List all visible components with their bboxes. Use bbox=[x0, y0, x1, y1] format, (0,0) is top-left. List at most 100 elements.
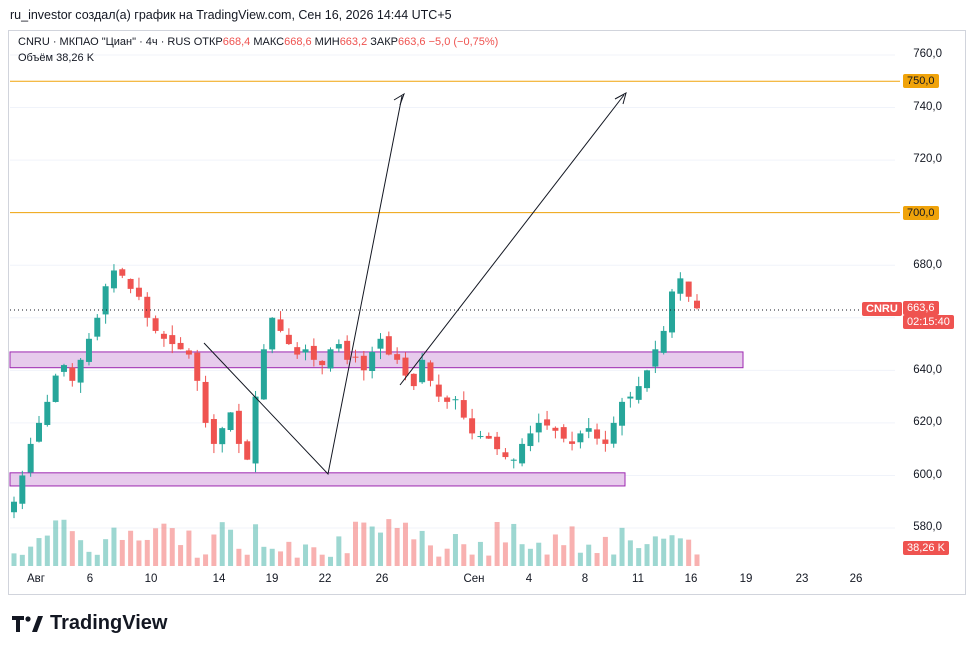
time-tick: 22 bbox=[318, 573, 332, 585]
candle-body bbox=[335, 344, 342, 349]
volume-bar bbox=[419, 530, 425, 566]
candle-body bbox=[535, 422, 542, 433]
candle-body bbox=[77, 359, 84, 383]
candle-body bbox=[569, 441, 576, 444]
volume-bar bbox=[69, 531, 75, 566]
candle-body bbox=[94, 317, 101, 337]
last-price-badge: 663,6 bbox=[903, 301, 939, 315]
volume-bar bbox=[28, 546, 34, 566]
candle-body bbox=[377, 338, 384, 349]
candle-body bbox=[127, 278, 134, 289]
volume-bar bbox=[494, 521, 500, 566]
candle-body bbox=[244, 441, 251, 460]
candle-body bbox=[52, 375, 59, 402]
volume-bar bbox=[236, 548, 242, 566]
candle-body bbox=[460, 400, 467, 418]
volume-bar bbox=[128, 530, 134, 566]
time-tick: 6 bbox=[86, 573, 94, 585]
candle-body bbox=[560, 427, 567, 439]
volume-bar bbox=[394, 527, 400, 566]
time-tick: 10 bbox=[144, 573, 158, 585]
chart-frame[interactable] bbox=[8, 30, 966, 595]
volume-bar bbox=[86, 551, 92, 566]
volume-bar bbox=[119, 539, 125, 566]
volume-bar bbox=[211, 534, 217, 566]
time-tick: 19 bbox=[265, 573, 279, 585]
volume-bar bbox=[319, 554, 325, 566]
volume-bar bbox=[677, 538, 683, 566]
candle-body bbox=[319, 360, 326, 366]
price-tick: 740,0 bbox=[913, 101, 942, 113]
volume-bar bbox=[569, 526, 575, 566]
volume-bar bbox=[194, 557, 200, 566]
volume-bar bbox=[502, 542, 508, 566]
volume-bar bbox=[552, 534, 558, 566]
tradingview-logo[interactable]: TradingView bbox=[12, 612, 167, 635]
volume-bar bbox=[369, 526, 375, 566]
volume-bar bbox=[78, 540, 84, 566]
volume-bar bbox=[436, 556, 442, 566]
candle-body bbox=[594, 429, 601, 439]
candle-body bbox=[202, 381, 209, 423]
volume-bar bbox=[144, 539, 150, 566]
symbol-name: CNRU · МКПАО "Циан" · 4ч · RUS bbox=[18, 36, 191, 48]
candle-body bbox=[219, 428, 226, 445]
volume-bar bbox=[469, 554, 475, 566]
candle-body bbox=[610, 422, 617, 444]
candle-body bbox=[427, 362, 434, 381]
candle-body bbox=[652, 349, 659, 367]
attribution-text: ru_investor создал(а) график на TradingV… bbox=[10, 8, 452, 22]
volume-bar bbox=[261, 546, 267, 566]
volume-bar bbox=[11, 553, 17, 566]
time-tick: 16 bbox=[684, 573, 698, 585]
volume-bar bbox=[336, 536, 342, 566]
candle-body bbox=[210, 419, 217, 444]
candle-body bbox=[152, 318, 159, 331]
candle-body bbox=[444, 397, 451, 402]
volume-bar bbox=[136, 540, 142, 566]
candle-body bbox=[194, 352, 201, 381]
volume-bar bbox=[344, 553, 350, 566]
volume-bar bbox=[694, 554, 700, 566]
volume-badge: 38,26 K bbox=[903, 541, 949, 555]
volume-bar bbox=[19, 554, 25, 566]
change-value: −5,0 (−0,75%) bbox=[428, 36, 499, 48]
volume-bar bbox=[611, 554, 617, 566]
candle-body bbox=[502, 452, 509, 458]
volume-bar bbox=[411, 539, 417, 566]
candle-body bbox=[44, 401, 51, 425]
volume-bar bbox=[644, 544, 650, 566]
candle-body bbox=[510, 459, 517, 461]
volume-bar bbox=[61, 519, 67, 566]
trend-arrow-1-head bbox=[393, 92, 405, 106]
time-tick: 11 bbox=[632, 573, 644, 585]
price-tick: 720,0 bbox=[913, 153, 942, 165]
candle-body bbox=[527, 433, 534, 447]
volume-bar bbox=[94, 554, 100, 566]
candle-body bbox=[385, 336, 392, 355]
volume-bar bbox=[311, 547, 317, 566]
low-value: 663,2 bbox=[339, 36, 368, 48]
candle-body bbox=[185, 350, 192, 355]
high-value: 668,6 bbox=[284, 36, 312, 48]
volume-bar bbox=[686, 539, 692, 566]
volume-bar bbox=[386, 519, 392, 566]
candle-body bbox=[285, 334, 292, 345]
candle-body bbox=[269, 317, 276, 350]
candle-body bbox=[144, 296, 151, 318]
volume-bar bbox=[219, 522, 225, 566]
candle-body bbox=[635, 386, 642, 400]
volume-bar bbox=[44, 535, 50, 566]
volume-bar bbox=[519, 544, 525, 566]
candle-body bbox=[644, 370, 651, 389]
bar-timer-badge: 02:15:40 bbox=[903, 315, 954, 329]
volume-bar bbox=[377, 532, 383, 566]
candle-body bbox=[235, 410, 242, 444]
candle-body bbox=[685, 281, 692, 297]
candle-body bbox=[252, 396, 259, 464]
volume-bar bbox=[669, 535, 675, 566]
volume-bar bbox=[427, 545, 433, 566]
candle-body bbox=[110, 270, 117, 289]
volume-bar bbox=[619, 527, 625, 566]
